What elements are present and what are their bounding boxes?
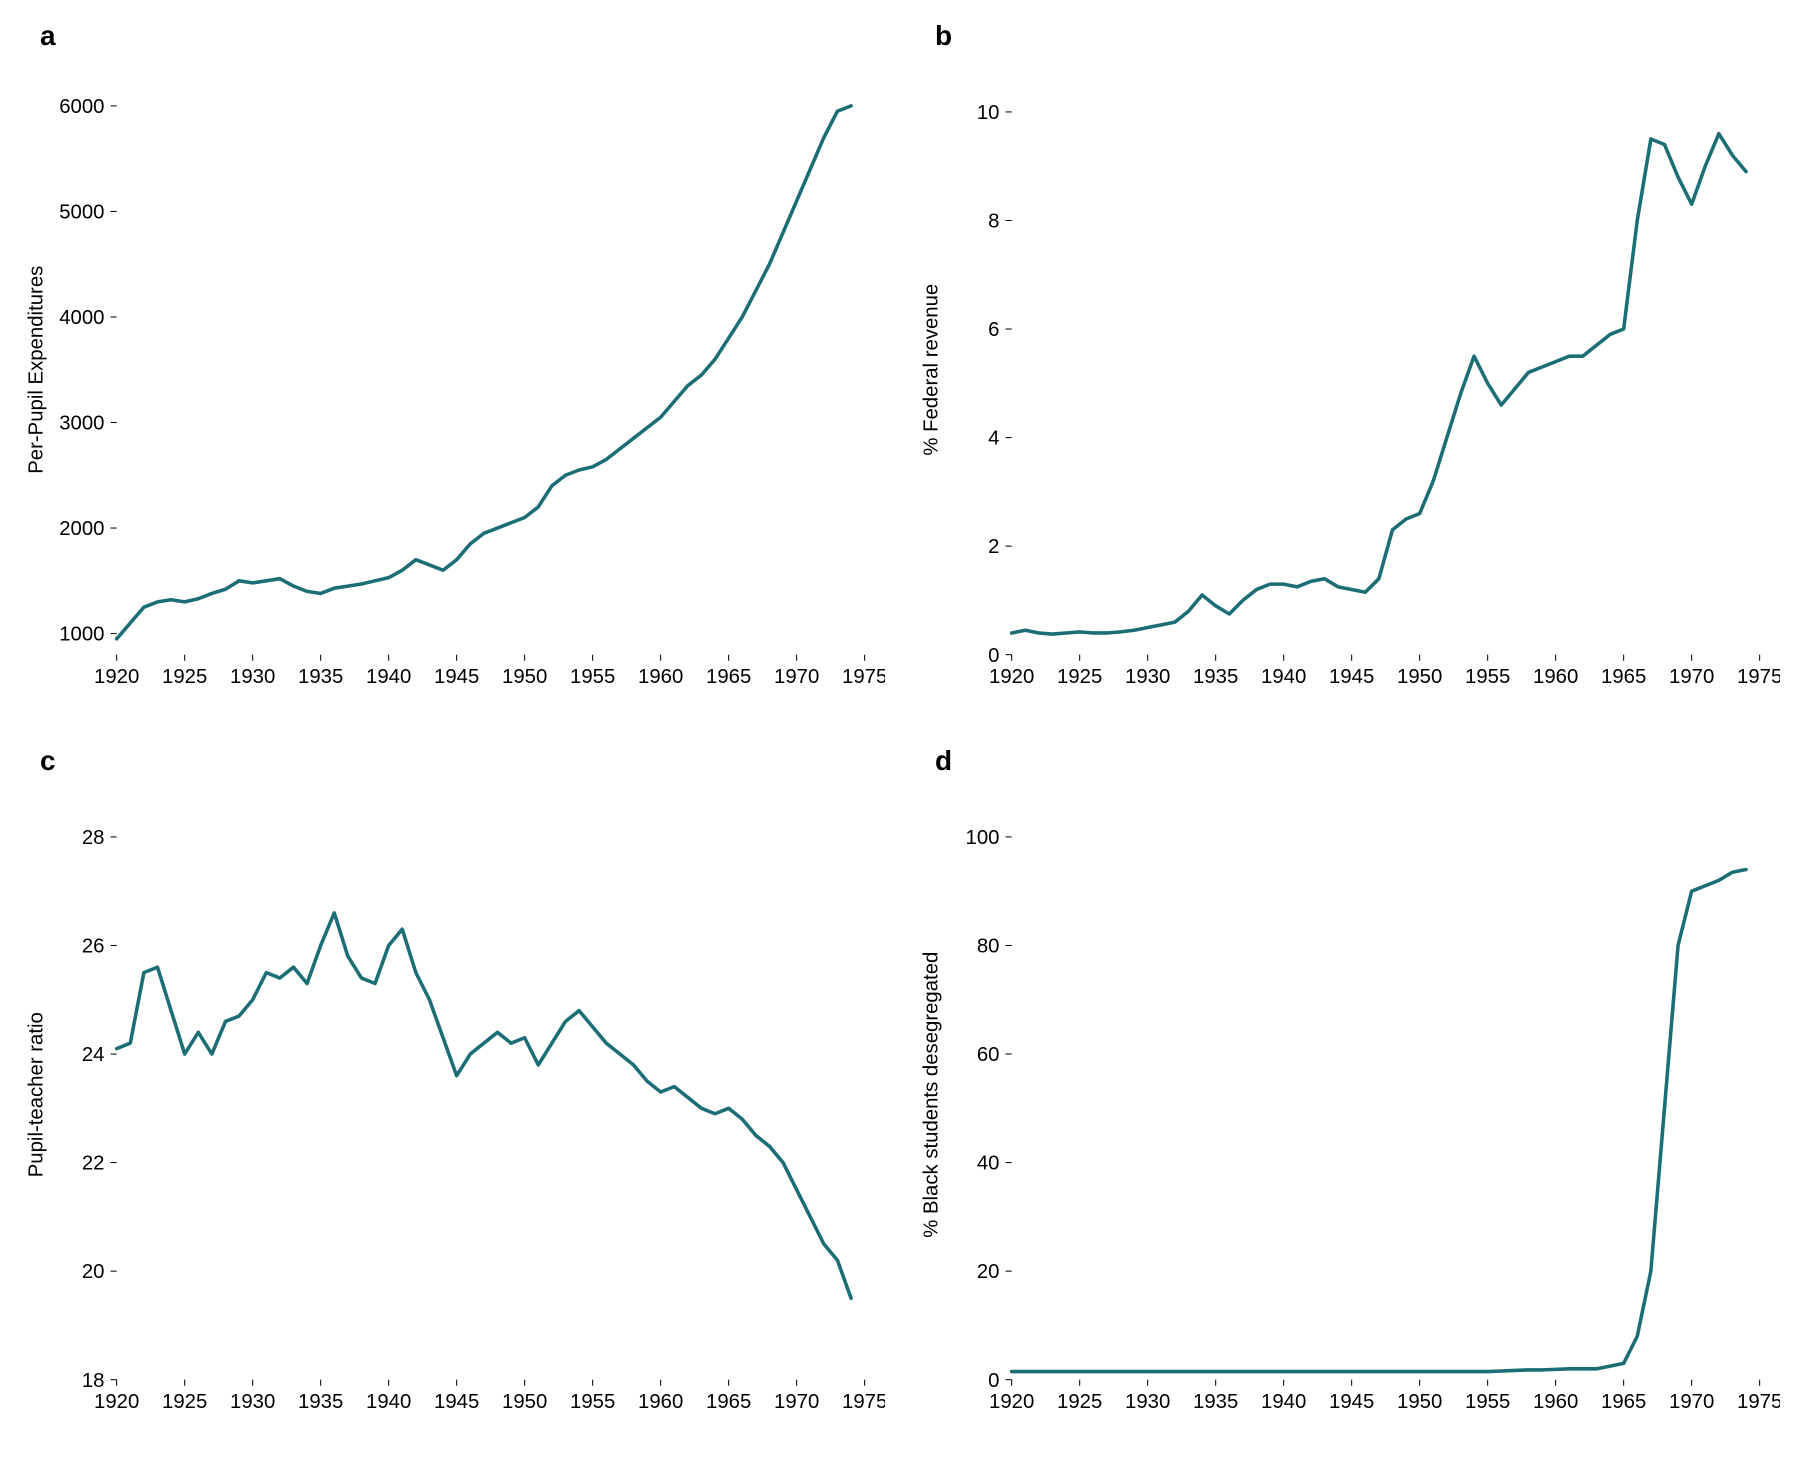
svg-text:1000: 1000	[59, 624, 104, 646]
svg-text:80: 80	[977, 936, 1000, 958]
svg-text:1935: 1935	[298, 1391, 343, 1413]
svg-text:0: 0	[988, 645, 999, 667]
svg-text:1945: 1945	[434, 666, 479, 688]
chart-d: 0 20 40 60 80 100 1920 1925 1930 1935 1940 1945 1950…	[915, 780, 1780, 1440]
svg-text:10: 10	[977, 102, 1000, 124]
svg-text:1930: 1930	[230, 1391, 275, 1413]
svg-text:1965: 1965	[706, 666, 751, 688]
svg-text:% Federal revenue: % Federal revenue	[920, 284, 942, 456]
svg-text:1935: 1935	[298, 666, 343, 688]
svg-text:1955: 1955	[570, 666, 615, 688]
svg-text:24: 24	[82, 1044, 105, 1066]
svg-text:1920: 1920	[94, 1391, 139, 1413]
svg-text:28: 28	[82, 827, 105, 849]
svg-text:1955: 1955	[1465, 1391, 1510, 1413]
panel-b-label: b	[935, 20, 952, 52]
svg-text:1935: 1935	[1193, 666, 1238, 688]
svg-text:3000: 3000	[59, 413, 104, 435]
svg-text:1945: 1945	[434, 1391, 479, 1413]
svg-text:1925: 1925	[1057, 1391, 1102, 1413]
svg-text:Pupil-teacher ratio: Pupil-teacher ratio	[25, 1012, 47, 1177]
svg-text:8: 8	[988, 211, 999, 233]
svg-text:1965: 1965	[706, 1391, 751, 1413]
svg-text:4: 4	[988, 428, 999, 450]
svg-text:1965: 1965	[1601, 666, 1646, 688]
svg-text:1950: 1950	[1397, 666, 1442, 688]
svg-text:2: 2	[988, 536, 999, 558]
svg-text:100: 100	[966, 827, 1000, 849]
svg-text:1975: 1975	[842, 666, 885, 688]
svg-text:1940: 1940	[366, 666, 411, 688]
panel-c: c 18 20 22 24 26 28 1920 1925 1930 1935 1940 1945 19…	[20, 745, 885, 1440]
svg-text:1955: 1955	[570, 1391, 615, 1413]
svg-text:1960: 1960	[1533, 666, 1578, 688]
chart-a: 1000 2000 3000 4000 5000 6000 1920 1925 1930 1935…	[20, 55, 885, 715]
svg-text:1970: 1970	[774, 1391, 819, 1413]
svg-text:1950: 1950	[1397, 1391, 1442, 1413]
svg-text:18: 18	[82, 1370, 105, 1392]
svg-text:1950: 1950	[502, 1391, 547, 1413]
panel-d-label: d	[935, 745, 952, 777]
svg-text:Per-Pupil Expenditures: Per-Pupil Expenditures	[25, 266, 47, 474]
svg-text:6: 6	[988, 319, 999, 341]
svg-text:1960: 1960	[638, 666, 683, 688]
svg-text:1930: 1930	[1125, 1391, 1170, 1413]
panel-a: a 1000 2000 3000 4000 5000 6000 1920 1925 1930 19…	[20, 20, 885, 715]
svg-text:6000: 6000	[59, 96, 104, 118]
svg-text:1960: 1960	[638, 1391, 683, 1413]
svg-text:0: 0	[988, 1370, 999, 1392]
svg-text:1920: 1920	[94, 666, 139, 688]
svg-text:40: 40	[977, 1153, 1000, 1175]
svg-text:1955: 1955	[1465, 666, 1510, 688]
svg-text:1940: 1940	[366, 1391, 411, 1413]
svg-text:1920: 1920	[989, 1391, 1034, 1413]
svg-text:1945: 1945	[1329, 666, 1374, 688]
svg-text:5000: 5000	[59, 202, 104, 224]
svg-text:1965: 1965	[1601, 1391, 1646, 1413]
chart-b: 0 2 4 6 8 10 1920 1925 1930 1935 1940 1945 1950 1955 1…	[915, 55, 1780, 715]
svg-text:1970: 1970	[774, 666, 819, 688]
svg-text:4000: 4000	[59, 307, 104, 329]
panel-b: b 0 2 4 6 8 10 1920 1925 1930 1935 1940 1945 1950 195…	[915, 20, 1780, 715]
svg-text:1930: 1930	[230, 666, 275, 688]
svg-text:1970: 1970	[1669, 1391, 1714, 1413]
svg-text:26: 26	[82, 936, 105, 958]
svg-text:1970: 1970	[1669, 666, 1714, 688]
svg-text:1975: 1975	[1737, 1391, 1780, 1413]
svg-text:1940: 1940	[1261, 1391, 1306, 1413]
chart-grid: a 10002000300040005000600019201925193019…	[20, 20, 1780, 1440]
svg-text:1930: 1930	[1125, 666, 1170, 688]
svg-text:1935: 1935	[1193, 1391, 1238, 1413]
svg-text:1950: 1950	[502, 666, 547, 688]
svg-text:20: 20	[82, 1261, 105, 1283]
svg-text:1925: 1925	[1057, 666, 1102, 688]
svg-text:% Black students desegregated: % Black students desegregated	[920, 952, 942, 1238]
svg-text:1925: 1925	[162, 1391, 207, 1413]
svg-text:1940: 1940	[1261, 666, 1306, 688]
svg-text:2000: 2000	[59, 518, 104, 540]
panel-a-label: a	[40, 20, 56, 52]
svg-text:1975: 1975	[842, 1391, 885, 1413]
chart-c: 18 20 22 24 26 28 1920 1925 1930 1935 1940 1945 1950…	[20, 780, 885, 1440]
svg-text:1945: 1945	[1329, 1391, 1374, 1413]
svg-text:1960: 1960	[1533, 1391, 1578, 1413]
panel-d: d 0 20 40 60 80 100 1920 1925 1930 1935 1940 1945 19…	[915, 745, 1780, 1440]
svg-text:1925: 1925	[162, 666, 207, 688]
svg-text:60: 60	[977, 1044, 1000, 1066]
svg-text:20: 20	[977, 1261, 1000, 1283]
svg-text:1920: 1920	[989, 666, 1034, 688]
svg-text:1975: 1975	[1737, 666, 1780, 688]
svg-text:22: 22	[82, 1153, 105, 1175]
panel-c-label: c	[40, 745, 56, 777]
